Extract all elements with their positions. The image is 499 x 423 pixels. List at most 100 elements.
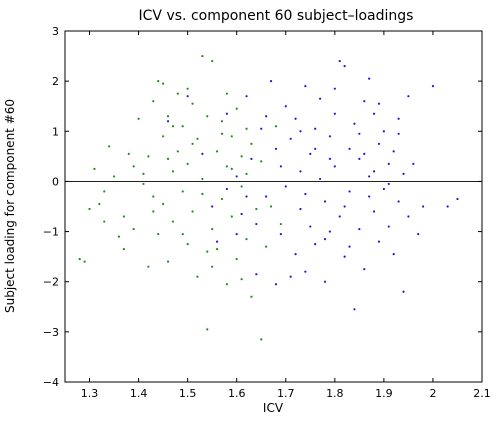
data-point [265,195,268,198]
data-point [387,162,390,165]
chart-title: ICV vs. component 60 subject–loadings [139,8,414,24]
data-point [220,197,224,201]
data-point [299,130,302,133]
data-point [456,197,459,201]
x-tick-label: 2 [429,387,436,400]
data-point [206,115,209,118]
data-point [225,92,228,95]
data-point [348,190,351,193]
data-point [240,212,243,216]
data-point [225,112,228,115]
data-point [166,260,170,263]
data-point [299,207,302,211]
data-point [137,117,140,120]
data-point [93,167,96,170]
y-tick-label: −3 [43,326,59,339]
data-point [260,338,263,341]
data-point [309,225,312,228]
data-point [103,220,106,223]
data-point [269,80,273,83]
data-series [78,54,459,341]
data-point [422,205,425,208]
data-point [220,132,224,135]
data-point [181,125,184,128]
data-point [387,182,390,186]
data-point [152,100,155,103]
data-point [186,87,189,90]
data-point [323,200,327,203]
data-point [333,87,336,90]
data-point [176,150,179,153]
data-point [171,220,175,223]
data-point [299,170,302,173]
data-point [402,172,405,176]
data-point [260,127,263,130]
data-point [201,192,204,196]
data-point [152,210,155,213]
data-point [358,227,361,231]
data-point [171,170,175,173]
data-point [363,152,366,155]
data-point [240,185,243,188]
x-axis-ticks: 1.3 1.4 1.5 1.6 1.7 1.8 1.9 2 2.1 [81,31,491,400]
data-point [157,232,160,236]
data-point [323,280,327,283]
data-point [250,157,253,160]
data-point [284,185,287,188]
data-point [358,132,361,135]
data-point [279,165,282,168]
y-tick-label: 0 [52,175,59,188]
data-point [372,170,376,173]
data-point [220,120,224,123]
data-point [235,258,238,261]
data-point [132,227,135,231]
data-point [103,190,106,193]
data-point [211,205,214,208]
data-point [181,232,184,236]
data-point [382,130,385,133]
data-point [368,195,371,198]
data-point [363,268,366,271]
data-point [397,132,400,135]
data-point [260,160,263,163]
data-point [196,137,199,140]
data-point [304,270,307,273]
data-point [186,162,189,165]
data-point [255,273,258,276]
data-point [230,167,233,170]
data-point [196,275,199,278]
data-point [328,135,332,138]
data-point [211,265,214,268]
data-point [211,59,214,63]
data-point [274,125,278,128]
data-point [274,147,278,150]
data-point [112,175,116,178]
data-point [108,145,111,148]
data-point [372,210,376,213]
data-point [402,290,405,293]
y-axis-label: Subject loading for component #60 [3,99,17,313]
data-point [166,120,170,123]
data-point [328,157,332,160]
data-point [250,142,253,145]
data-point [211,227,214,231]
data-point [294,117,297,120]
data-point [78,258,81,261]
data-point [328,230,332,233]
data-point [284,105,287,108]
data-point [363,100,366,103]
series-0 [78,54,282,341]
data-point [446,205,449,208]
data-point [255,222,258,226]
y-tick-label: −1 [43,226,59,239]
data-point [319,177,322,181]
data-point [265,115,268,118]
y-tick-label: −2 [43,276,59,289]
x-tick-label: 1.5 [179,387,197,400]
data-point [122,248,125,251]
data-point [201,152,204,155]
data-point [166,115,170,118]
data-point [319,97,322,100]
data-point [122,215,125,218]
